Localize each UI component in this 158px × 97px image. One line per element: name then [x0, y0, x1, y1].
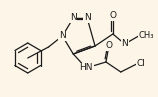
Text: O: O: [105, 42, 112, 51]
Text: O: O: [109, 12, 116, 20]
Text: N: N: [121, 39, 128, 48]
Text: N: N: [70, 13, 77, 23]
Text: CH₃: CH₃: [139, 32, 154, 41]
Text: N: N: [84, 13, 91, 23]
Text: Cl: Cl: [137, 59, 146, 68]
Text: N: N: [59, 32, 66, 41]
Text: HN: HN: [79, 64, 93, 72]
